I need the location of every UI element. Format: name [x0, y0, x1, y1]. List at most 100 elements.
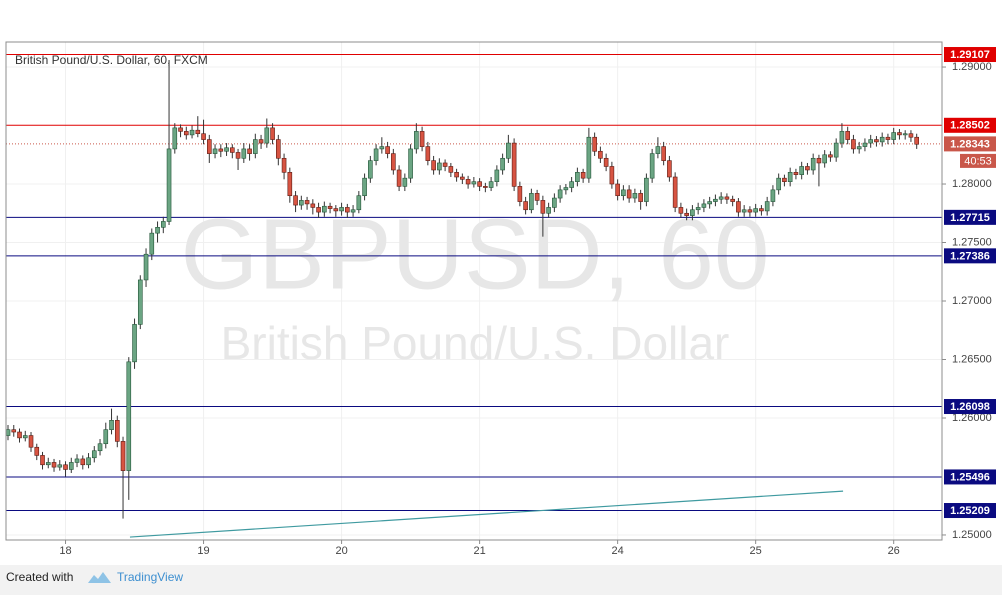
- candle-body: [425, 146, 431, 161]
- candle-body: [644, 177, 649, 202]
- candle-body: [718, 196, 724, 200]
- candle-body: [160, 221, 166, 228]
- candle-body: [166, 148, 172, 222]
- level-label: 1.29107: [950, 49, 990, 61]
- candle-body: [845, 131, 850, 140]
- candle-body: [63, 464, 68, 470]
- candle-body: [575, 172, 580, 182]
- candle-body: [299, 200, 304, 206]
- candle-body: [707, 201, 712, 205]
- level-label: 1.26098: [950, 401, 990, 413]
- candle-body: [212, 148, 218, 154]
- candle-body: [155, 227, 160, 234]
- candle-body: [851, 139, 856, 150]
- candle-body: [465, 179, 471, 185]
- countdown: 40:53: [964, 155, 992, 167]
- candle-body: [345, 207, 350, 213]
- candle-body: [810, 157, 816, 171]
- candle-body: [396, 169, 402, 187]
- x-tick-label: 18: [59, 545, 71, 557]
- candle-body: [362, 177, 367, 197]
- candle-body: [615, 183, 620, 197]
- candle-body: [632, 193, 638, 199]
- last-price-label-box: [944, 136, 996, 152]
- candle-body: [586, 136, 592, 179]
- candle-body: [408, 148, 413, 179]
- candle-body: [80, 458, 86, 466]
- footer-brand[interactable]: TradingView: [117, 570, 183, 584]
- y-tick-label: 1.25000: [952, 529, 992, 541]
- candle-body: [753, 208, 758, 213]
- candle-body: [293, 195, 298, 206]
- candle-body: [103, 429, 109, 445]
- candle-body: [862, 142, 868, 147]
- candle-body: [649, 153, 655, 179]
- candle-body: [310, 203, 316, 208]
- candle-body: [517, 186, 523, 202]
- candle-body: [897, 132, 902, 136]
- x-tick-label: 21: [473, 545, 485, 557]
- candle-body: [258, 139, 264, 144]
- watermark-subtitle: British Pound/U.S. Dollar: [221, 317, 730, 369]
- candle-body: [350, 209, 356, 213]
- candle-body: [638, 193, 643, 202]
- candle-body: [523, 201, 528, 211]
- candle-body: [241, 148, 247, 159]
- candle-body: [230, 147, 235, 153]
- candle-body: [316, 207, 321, 213]
- candle-body: [91, 450, 97, 459]
- candle-body: [546, 207, 551, 214]
- y-tick-label: 1.27500: [952, 236, 992, 248]
- x-tick-label: 25: [750, 545, 762, 557]
- plot-frame: [5, 41, 943, 541]
- level-label: 1.25209: [950, 505, 990, 517]
- level-label: 1.25496: [950, 471, 990, 483]
- candle-body: [672, 176, 678, 208]
- candle-body: [494, 169, 500, 182]
- candle-body: [442, 162, 448, 167]
- level-label-box: [944, 47, 996, 63]
- candle-body: [856, 146, 862, 150]
- candle-body: [120, 441, 126, 471]
- tradingview-logo: [88, 572, 111, 583]
- level-label-box: [944, 469, 996, 485]
- candle-body: [552, 197, 557, 208]
- candle-body: [460, 176, 465, 180]
- candles: [6, 60, 919, 519]
- candle-body: [914, 136, 919, 145]
- grid: [6, 42, 942, 540]
- candle-body: [143, 253, 149, 281]
- candle-body: [747, 209, 753, 213]
- candle-body: [51, 462, 57, 468]
- candle-body: [333, 208, 339, 212]
- candle-body: [822, 154, 827, 164]
- y-tick-label: 1.27000: [952, 295, 992, 307]
- footer-bar: [0, 565, 1002, 595]
- candle-body: [701, 203, 707, 208]
- candle-body: [695, 207, 701, 211]
- candle-body: [580, 172, 586, 179]
- candle-body: [183, 131, 189, 136]
- chart-title: British Pound/U.S. Dollar, 60, FXCM: [15, 53, 208, 67]
- candle-body: [34, 446, 40, 456]
- level-label: 1.27715: [950, 212, 990, 224]
- candle-body: [724, 196, 730, 200]
- level-label-box: [944, 248, 996, 264]
- candle-body: [28, 435, 34, 448]
- candle-body: [759, 208, 764, 212]
- candle-body: [534, 193, 540, 201]
- candle-body: [540, 200, 546, 214]
- candle-body: [264, 127, 270, 144]
- candle-body: [235, 152, 241, 159]
- candle-body: [868, 139, 873, 144]
- candle-body: [270, 127, 275, 140]
- candle-body: [379, 146, 385, 150]
- candle-body: [713, 198, 718, 202]
- candle-body: [368, 160, 373, 179]
- candle-body: [6, 429, 11, 436]
- candle-body: [287, 172, 293, 197]
- candle-body: [207, 139, 212, 154]
- candle-body: [598, 150, 603, 159]
